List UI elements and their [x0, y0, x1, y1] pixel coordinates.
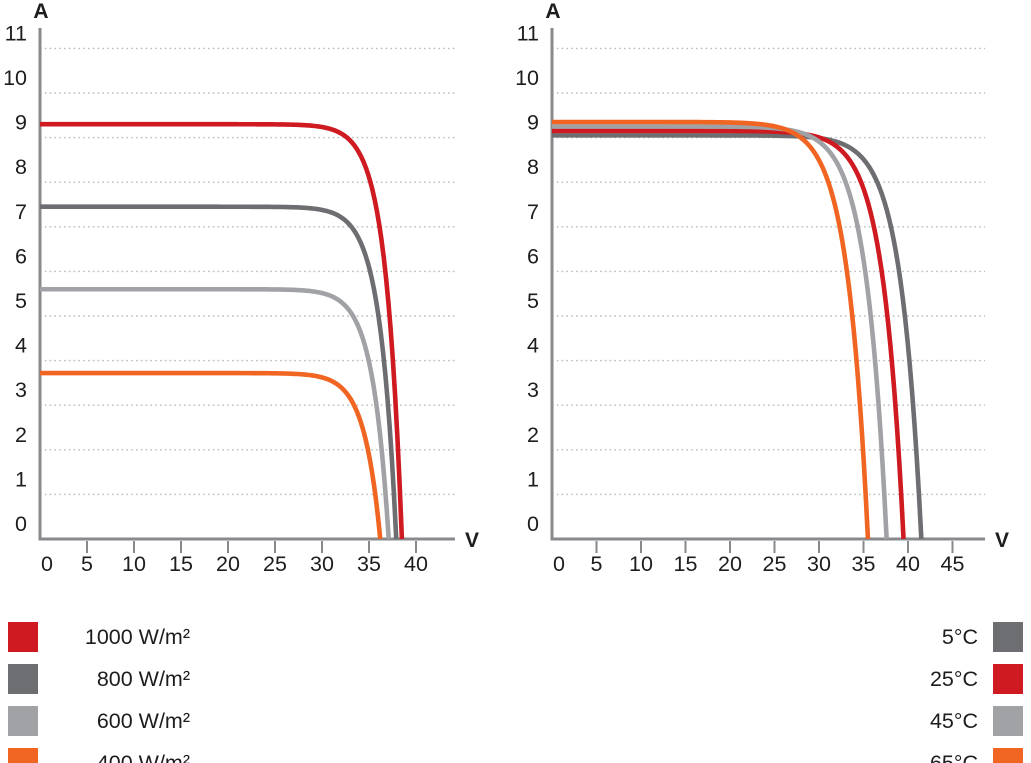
x-tick-label: 5 — [591, 552, 603, 576]
y-axis-unit-label: A — [33, 0, 48, 23]
y-tick-label: 8 — [527, 155, 539, 179]
y-tick-label: 4 — [15, 334, 27, 358]
y-tick-label: 3 — [527, 378, 539, 402]
x-tick-label: 25 — [263, 552, 287, 576]
iv-curve-800-w-m- — [39, 204, 399, 540]
y-tick-label: 1 — [15, 467, 27, 491]
y-tick-label: 5 — [527, 289, 539, 313]
legend-label: 800 W/m² — [96, 667, 190, 691]
legend-swatch — [993, 622, 1023, 652]
y-tick-label: 10 — [3, 66, 27, 90]
x-tick-label: 5 — [81, 552, 93, 576]
y-axis-unit-label: A — [545, 0, 560, 23]
y-tick-label: 11 — [5, 21, 27, 45]
legend-swatch — [8, 748, 38, 763]
legend-item: 800 W/m² — [8, 664, 190, 694]
legend-item: 45°C — [930, 706, 1023, 736]
y-tick-label: 0 — [527, 512, 539, 536]
iv-curve-400-w-m- — [39, 370, 383, 540]
legend-swatch — [8, 664, 38, 694]
y-tick-label: 2 — [15, 423, 27, 447]
x-tick-label: 35 — [852, 552, 876, 576]
y-tick-label: 9 — [527, 111, 539, 135]
x-tick-label: 40 — [404, 552, 428, 576]
legend-label: 25°C — [929, 667, 978, 691]
x-tick-label: 10 — [122, 552, 146, 576]
y-tick-label: 4 — [527, 334, 539, 358]
legend-temperature: 5°C 25°C 45°C 65°C — [930, 622, 1023, 763]
y-tick-label: 6 — [527, 244, 539, 268]
y-tick-label: 10 — [515, 66, 539, 90]
iv-curve-65-c — [551, 119, 871, 540]
iv-curve-25-c — [551, 128, 906, 540]
legend-swatch — [993, 664, 1023, 694]
x-tick-label: 20 — [216, 552, 240, 576]
y-tick-label: 11 — [517, 21, 539, 45]
y-tick-label: 7 — [15, 200, 27, 224]
x-tick-label: 15 — [169, 552, 193, 576]
x-tick-label: 0 — [41, 552, 53, 576]
iv-curve-5-c — [552, 133, 924, 540]
x-axis-unit-label: V — [995, 529, 1009, 552]
legend-swatch — [8, 622, 38, 652]
x-tick-label: 25 — [763, 552, 787, 576]
legend-label: 45°C — [929, 709, 978, 733]
legend-swatch — [8, 706, 38, 736]
x-tick-label: 40 — [896, 552, 920, 576]
y-tick-label: 9 — [15, 111, 27, 135]
legend-item: 25°C — [930, 664, 1023, 694]
legend-item: 400 W/m² — [8, 748, 190, 763]
x-tick-label: 30 — [807, 552, 831, 576]
x-tick-label: 30 — [310, 552, 334, 576]
y-tick-label: 0 — [15, 512, 27, 536]
legend-item: 600 W/m² — [8, 706, 190, 736]
x-tick-label: 0 — [553, 552, 565, 576]
x-tick-label: 15 — [674, 552, 698, 576]
legend-irradiance: 1000 W/m² 800 W/m² 600 W/m² 400 W/m² — [8, 622, 190, 763]
x-axis-unit-label: V — [465, 529, 479, 552]
y-tick-label: 6 — [15, 244, 27, 268]
legend-label: 600 W/m² — [96, 709, 190, 733]
x-tick-label: 20 — [718, 552, 742, 576]
legend-item: 1000 W/m² — [8, 622, 190, 652]
x-tick-label: 10 — [629, 552, 653, 576]
iv-curve-600-w-m- — [39, 286, 392, 540]
legend-swatch — [993, 706, 1023, 736]
legend-label: 400 W/m² — [96, 751, 190, 763]
y-tick-label: 7 — [527, 200, 539, 224]
legend-item: 5°C — [930, 622, 1023, 652]
legend-label: 1000 W/m² — [84, 625, 190, 649]
x-tick-label: 35 — [357, 552, 381, 576]
legend-swatch — [993, 748, 1023, 763]
legend-label: 65°C — [929, 751, 978, 763]
y-tick-label: 3 — [15, 378, 27, 402]
x-tick-label: 45 — [941, 552, 965, 576]
y-tick-label: 2 — [527, 423, 539, 447]
iv-curve-1000-w-m- — [39, 121, 405, 540]
y-tick-label: 1 — [527, 467, 539, 491]
legend-item: 65°C — [930, 748, 1023, 763]
iv-curve-45-c — [551, 124, 889, 540]
legend-label: 5°C — [941, 625, 978, 649]
y-tick-label: 5 — [15, 289, 27, 313]
y-tick-label: 8 — [15, 155, 27, 179]
